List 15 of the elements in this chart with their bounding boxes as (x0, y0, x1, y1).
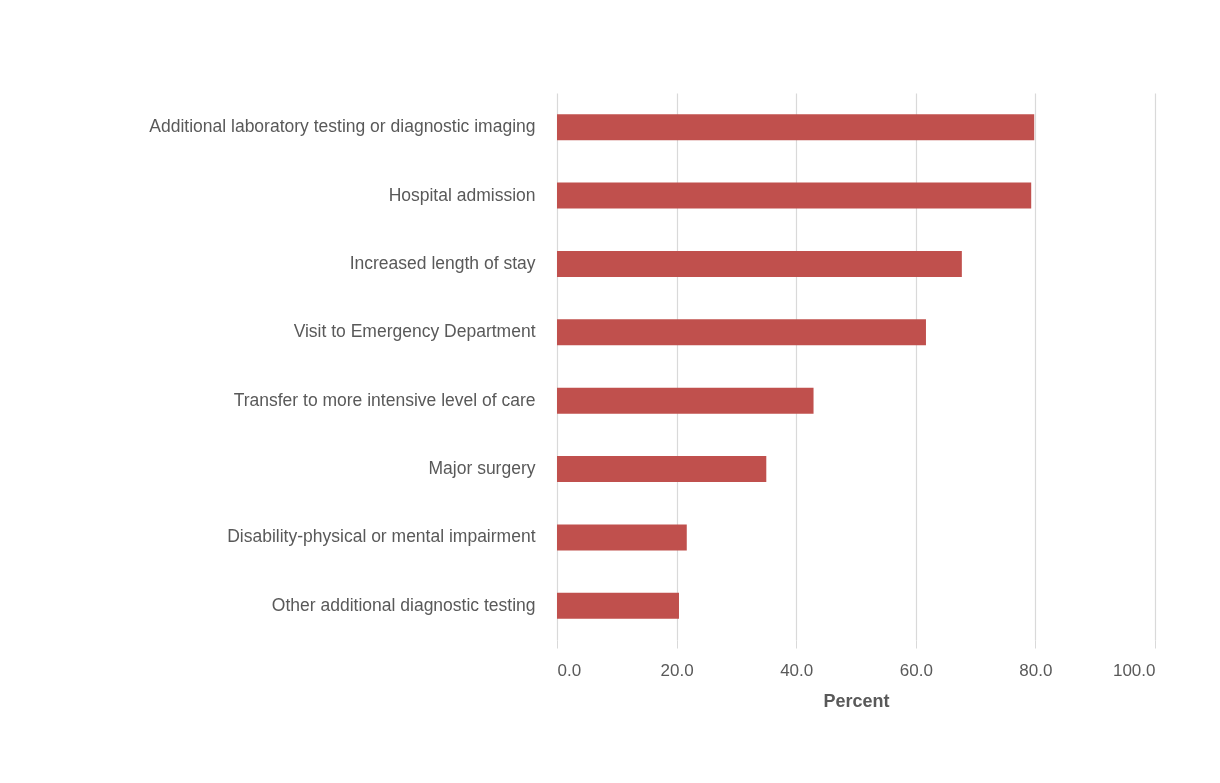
y-tick-label: Transfer to more intensive level of care (233, 389, 536, 410)
y-tick-label: Hospital admission (388, 184, 536, 205)
y-tick-label: Additional laboratory testing or diagnostic imaging (149, 116, 536, 137)
x-axis-title: Percent (823, 690, 890, 711)
y-tick-label: Increased length of stay (349, 252, 536, 273)
x-tick-label: 80.0 (1019, 660, 1053, 680)
x-tick-label: 0.0 (557, 660, 582, 680)
x-tick-label: 20.0 (660, 660, 694, 680)
x-tick-label: 60.0 (899, 660, 933, 680)
y-tick-label: Disability-physical or mental impairment (227, 526, 536, 547)
y-tick-label: Major surgery (428, 458, 536, 479)
y-tick-label: Other additional diagnostic testing (271, 594, 536, 615)
x-tick-label: 100.0 (1112, 660, 1156, 680)
y-tick-label: Visit to Emergency Department (293, 321, 536, 342)
x-tick-label: 40.0 (780, 660, 814, 680)
